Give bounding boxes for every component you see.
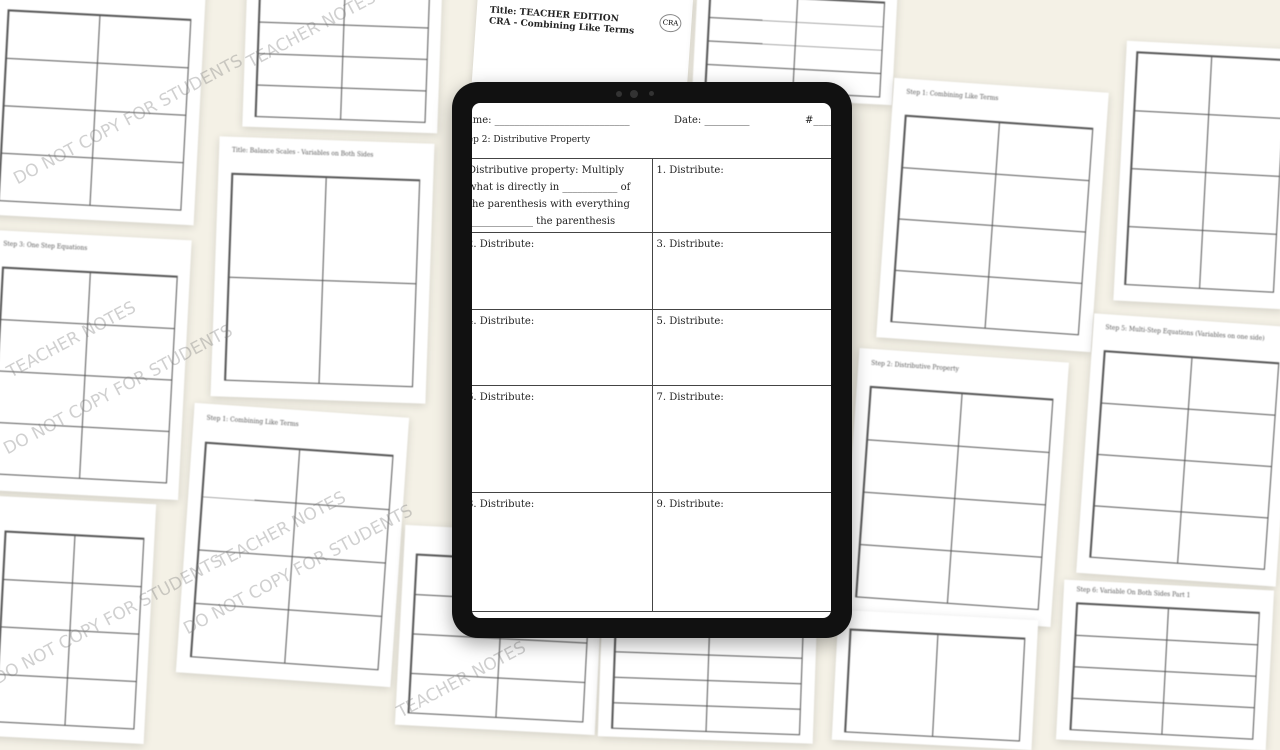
definition-cell: Distributive property: Multiply what is … xyxy=(472,159,653,232)
page-title: Step 1: Combining Like Terms xyxy=(206,414,299,428)
problem-cell: 1. Distribute: xyxy=(656,165,724,176)
worksheet-page xyxy=(0,495,157,745)
page-title: Step 5: Multi-Step Equations (Variables … xyxy=(1105,324,1265,343)
page-title: Step 3: One Step Equations xyxy=(3,240,88,253)
worksheet-title: Step 2: Distributive Property xyxy=(472,135,591,145)
page-title: Step 6: Variable On Both Sides Part 1 xyxy=(1076,586,1191,600)
worksheet-page: Step 1: Combining Like Terms xyxy=(175,402,410,688)
worksheet-page xyxy=(831,609,1039,750)
tablet-device: Name: ___________________________ Date: … xyxy=(452,82,852,638)
problem-cell: 6. Distribute: xyxy=(472,386,653,492)
worksheet-page: Step 3: One Step Equations xyxy=(0,229,192,501)
problem-cell: 9. Distribute: xyxy=(656,499,724,510)
page-title: Title: Balance Scales - Variables on Bot… xyxy=(231,147,374,160)
worksheet-page xyxy=(242,0,443,134)
problem-grid: Distributive property: Multiply what is … xyxy=(472,158,831,612)
problem-cell: 3. Distribute: xyxy=(656,239,724,250)
problem-cell: 7. Distribute: xyxy=(656,392,724,403)
sensor-icon xyxy=(649,91,654,96)
problem-cell: 2. Distribute: xyxy=(472,233,653,309)
page-title: Step 1: Combining Like Terms xyxy=(905,89,999,103)
camera-icon xyxy=(616,91,622,97)
number-field: #____ xyxy=(805,115,831,126)
worksheet-page: Step 1: Combining Like Terms xyxy=(876,77,1109,353)
worksheet-page: Title: Balance Scales - Variables on Bot… xyxy=(210,136,435,404)
date-field: Date: _________ xyxy=(674,115,750,126)
page-title: Step 2: Distributive Property xyxy=(870,359,960,373)
problem-cell: 5. Distribute: xyxy=(656,316,724,327)
camera-icon xyxy=(630,90,638,98)
problem-cell: 8. Distribute: xyxy=(472,493,653,611)
worksheet-page: Step 6: Variable On Both Sides Part 1 xyxy=(1055,579,1275,750)
problem-cell: 4. Distribute: xyxy=(472,310,653,385)
page-title: Title: TEACHER EDITION CRA - Combining L… xyxy=(488,5,635,37)
worksheet-screen: Name: ___________________________ Date: … xyxy=(472,103,831,618)
cra-badge: CRA xyxy=(659,13,682,33)
worksheet-page: Step 2: Distributive Property xyxy=(841,347,1069,628)
worksheet-page xyxy=(0,0,207,226)
name-field: Name: ___________________________ xyxy=(472,115,630,126)
worksheet-page xyxy=(1113,40,1280,310)
worksheet-page: Step 5: Multi-Step Equations (Variables … xyxy=(1076,313,1280,587)
